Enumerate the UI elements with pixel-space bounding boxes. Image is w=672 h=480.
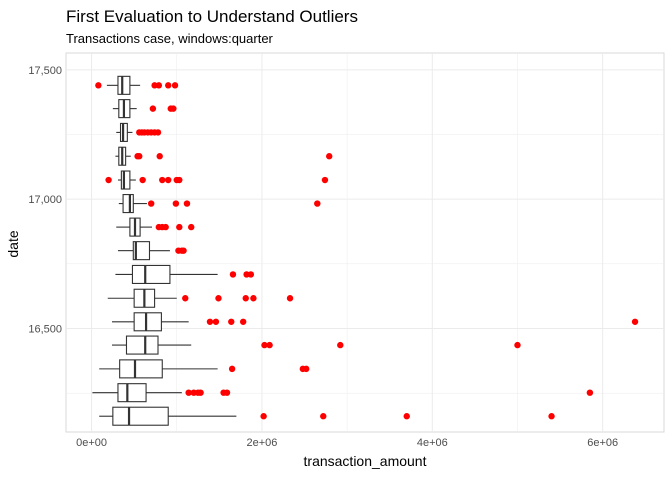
- outlier-point: [136, 153, 143, 160]
- outlier-point: [182, 295, 189, 302]
- outlier-point: [223, 389, 231, 396]
- outlier-point: [314, 200, 321, 207]
- outlier-point: [212, 318, 220, 325]
- outlier-point: [250, 295, 257, 302]
- outlier-point: [215, 295, 222, 302]
- outlier-point: [320, 413, 327, 420]
- x-axis-title: transaction_amount: [304, 453, 427, 469]
- outlier-point: [147, 200, 155, 207]
- box: [120, 170, 131, 190]
- outlier-point: [229, 271, 237, 278]
- outlier-point: [303, 365, 310, 373]
- y-tick-label: 16,500: [28, 324, 62, 336]
- outlier-point: [149, 105, 157, 112]
- box-group: [115, 146, 333, 166]
- box-group: [116, 217, 195, 237]
- outlier-point: [171, 82, 179, 89]
- chart-subtitle: Transactions case, windows:quarter: [66, 31, 274, 46]
- outlier-point: [170, 105, 177, 112]
- box-group: [95, 75, 179, 95]
- x-tick-label: 2e+06: [246, 437, 277, 449]
- y-axis: 16,500 17,000 17,500: [28, 65, 62, 336]
- outlier-point: [337, 341, 344, 349]
- outlier-point: [247, 271, 255, 278]
- outlier-point: [631, 318, 639, 325]
- outlier-point: [162, 223, 169, 231]
- box-group: [112, 312, 639, 332]
- box: [119, 359, 163, 379]
- x-axis: 0e+00 2e+06 4e+06 6e+06: [76, 437, 618, 449]
- outlier-point: [548, 413, 555, 420]
- plot-panel: [65, 52, 665, 433]
- box-group: [107, 288, 294, 308]
- box: [117, 75, 131, 95]
- box: [117, 383, 147, 403]
- outlier-point: [156, 153, 163, 160]
- outlier-point: [105, 176, 112, 184]
- x-tick-label: 0e+00: [76, 437, 107, 449]
- box-group: [117, 241, 187, 261]
- box-group: [112, 99, 177, 119]
- chart-title: First Evaluation to Understand Outliers: [66, 7, 358, 26]
- box-group: [115, 264, 255, 284]
- box-group: [92, 383, 594, 403]
- box-group: [118, 194, 321, 214]
- y-axis-title: date: [5, 230, 21, 257]
- outlier-point: [155, 82, 163, 89]
- box-group: [116, 122, 162, 142]
- box-group: [99, 406, 555, 426]
- outlier-point: [180, 247, 187, 254]
- outlier-point: [266, 341, 273, 349]
- outlier-point: [260, 413, 267, 420]
- box: [112, 406, 169, 426]
- outlier-point: [95, 82, 102, 89]
- outlier-point: [185, 389, 192, 396]
- outlier-point: [586, 389, 594, 396]
- box-group: [99, 359, 310, 379]
- box: [132, 241, 151, 261]
- outlier-point: [183, 200, 191, 207]
- outlier-point: [206, 318, 214, 325]
- outlier-point: [154, 129, 162, 136]
- box: [131, 264, 171, 284]
- box: [125, 335, 159, 355]
- outlier-point: [176, 176, 183, 184]
- outlier-point: [403, 413, 410, 420]
- box-group: [105, 170, 329, 190]
- outlier-point: [242, 295, 249, 302]
- outlier-point: [165, 82, 172, 89]
- outlier-point: [239, 318, 247, 325]
- x-tick-label: 6e+06: [587, 437, 618, 449]
- outlier-point: [188, 223, 195, 231]
- outlier-point: [139, 176, 146, 184]
- outlier-point: [197, 389, 204, 396]
- box-group: [112, 335, 521, 355]
- box: [122, 194, 134, 214]
- box: [133, 312, 162, 332]
- outlier-point: [165, 176, 172, 184]
- outlier-point: [172, 200, 180, 207]
- outlier-point: [321, 176, 329, 184]
- outlier-point: [514, 341, 521, 349]
- outlier-point: [326, 153, 333, 160]
- outlier-point: [159, 176, 166, 184]
- outlier-point: [228, 318, 235, 325]
- outlier-point: [261, 341, 268, 349]
- x-tick-label: 4e+06: [417, 437, 448, 449]
- y-tick-label: 17,500: [28, 65, 62, 77]
- outlier-point: [286, 295, 294, 302]
- outlier-point: [176, 223, 183, 231]
- y-tick-label: 17,000: [28, 194, 62, 206]
- outlier-point: [228, 365, 236, 373]
